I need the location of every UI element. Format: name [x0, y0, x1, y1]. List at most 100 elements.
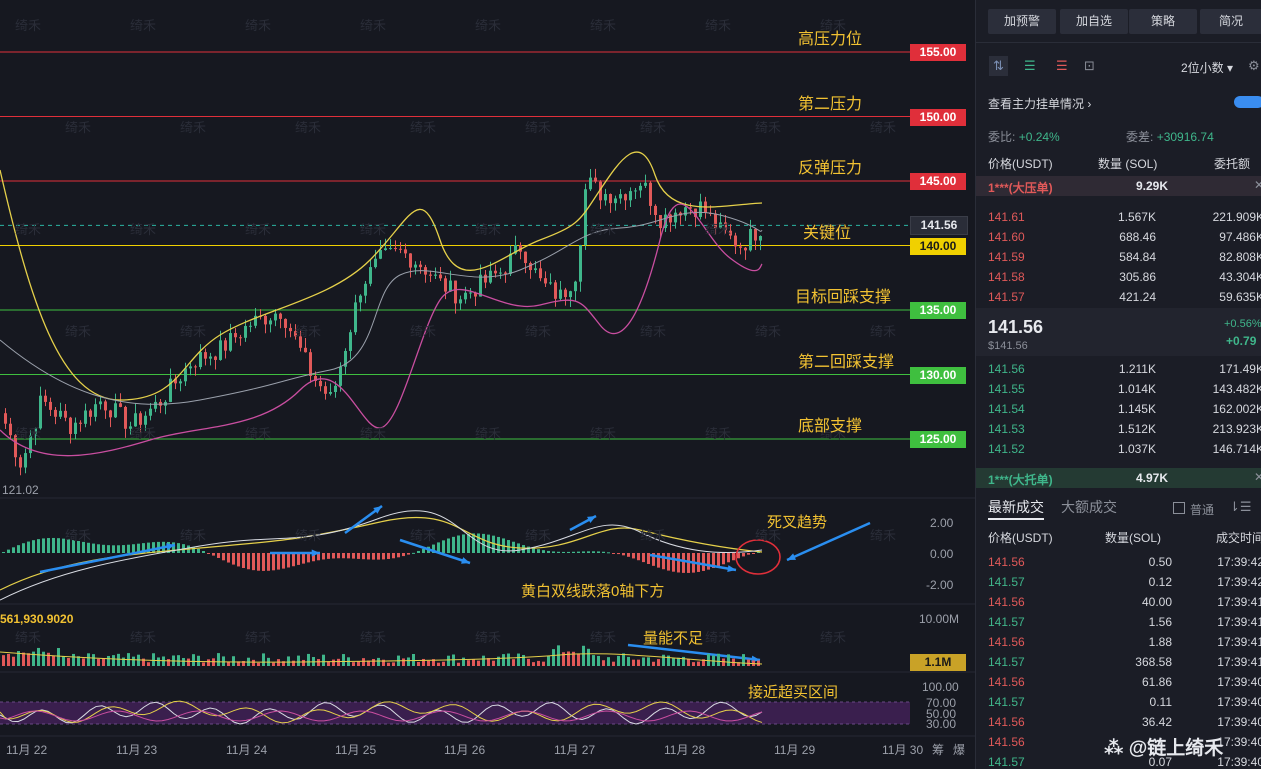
bid-row[interactable]: 141.52 1.037K 146.714K — [988, 439, 1261, 459]
cell-price: 141.57 — [988, 290, 1025, 304]
volume-bar — [167, 659, 170, 666]
big-bid-label: 1***(大托单) — [988, 473, 1053, 487]
axis-corner-chip[interactable]: 筹 — [932, 743, 945, 757]
depth-asks-icon[interactable]: ☰ — [1056, 58, 1068, 73]
volume-bar — [462, 657, 465, 666]
depth-link[interactable]: 查看主力挂单情况 › — [988, 95, 1091, 112]
ordinary-checkbox[interactable] — [1173, 502, 1185, 514]
depth-custom-icon[interactable]: ⊡ — [1084, 58, 1095, 73]
close-icon[interactable]: ✕ — [1254, 178, 1261, 192]
macd-bar — [387, 553, 390, 559]
cell-amt: 82.808K — [1219, 250, 1261, 264]
candle-body — [314, 375, 317, 381]
bid-row[interactable]: 141.54 1.145K 162.002K — [988, 399, 1261, 419]
volume-bar — [132, 656, 135, 666]
volume-bar — [197, 655, 200, 666]
tab-latest-trades[interactable]: 最新成交 — [988, 499, 1044, 515]
tab-large-trades[interactable]: 大额成交 — [1061, 499, 1117, 515]
depth-toggle[interactable] — [1234, 96, 1261, 108]
macd-bar — [272, 553, 275, 571]
trade-qty: 0.07 — [1148, 755, 1172, 769]
candlestick-chart[interactable] — [0, 0, 975, 769]
add-watchlist-button[interactable]: 加自选 — [1060, 9, 1128, 34]
bid-row[interactable]: 141.53 1.512K 213.923K — [988, 419, 1261, 439]
candle-body — [214, 356, 217, 360]
cell-amt: 146.714K — [1212, 442, 1261, 456]
chart-area[interactable]: 绮禾 绮禾 绮禾 绮禾 绮禾 绮禾 绮禾 绮禾 绮禾 绮禾 绮禾 绮禾 绮禾 绮禾 绮禾 绮禾 绮禾 绮禾 绮禾 绮禾… — [0, 0, 975, 769]
trade-col-qty[interactable]: 数量(SOL) — [1105, 531, 1162, 545]
macd-bar — [737, 553, 740, 559]
big-ask-row[interactable]: 1***(大压单) 9.29K ✕ — [976, 176, 1261, 196]
macd-bar — [732, 553, 735, 561]
macd-bar — [572, 551, 575, 553]
change-pct: +0.56% — [1224, 318, 1261, 330]
depth-both-icon[interactable]: ⇅ — [989, 56, 1008, 76]
trade-qty: 0.50 — [1148, 555, 1172, 569]
volume-bar — [582, 645, 585, 666]
volume-bar — [572, 651, 575, 666]
volume-bar — [17, 650, 20, 666]
trade-price: 141.57 — [988, 615, 1025, 629]
trade-row: 141.57 1.56 17:39:41 — [988, 612, 1261, 632]
strategy-button[interactable]: 策略 — [1129, 9, 1197, 34]
ask-row[interactable]: 141.57 421.24 59.635K — [988, 287, 1261, 307]
trade-price: 141.57 — [988, 575, 1025, 589]
candle-body — [114, 403, 117, 418]
filter-icon[interactable]: ⇂☰ — [1229, 499, 1252, 514]
level-label: 高压力位 — [798, 31, 863, 48]
axis-corner-burst[interactable]: 爆 — [953, 743, 966, 757]
macd-bar — [172, 542, 175, 553]
macd-bar — [302, 553, 305, 564]
ask-row[interactable]: 141.59 584.84 82.808K — [988, 247, 1261, 267]
candle-body — [719, 222, 722, 229]
trend-arrow — [39, 543, 176, 574]
trade-price: 141.56 — [988, 595, 1025, 609]
bid-row[interactable]: 141.56 1.211K 171.49K — [988, 359, 1261, 379]
volume-bar — [662, 654, 665, 666]
volume-bar — [107, 655, 110, 666]
rsi-line-3 — [0, 710, 763, 722]
ask-row[interactable]: 141.61 1.567K 221.909K — [988, 207, 1261, 227]
col-qty[interactable]: 数量 (SOL) — [1098, 157, 1158, 171]
macd-bar — [67, 539, 70, 553]
overview-button[interactable]: 简况 — [1200, 9, 1261, 34]
trade-row: 141.56 1.88 17:39:41 — [988, 632, 1261, 652]
candle-body — [339, 366, 342, 386]
trade-row: 141.56 61.86 17:39:40 — [988, 672, 1261, 692]
volume-bar — [747, 659, 750, 666]
depth-link-label: 查看主力挂单情况 — [988, 97, 1085, 111]
trade-qty: 1.56 — [1148, 615, 1172, 629]
volume-bar — [77, 656, 80, 666]
volume-bar — [677, 657, 680, 666]
candle-body — [289, 327, 292, 332]
volume-bar — [297, 655, 300, 666]
candle-body — [734, 235, 737, 247]
close-icon[interactable]: ✕ — [1254, 470, 1261, 484]
settings-icon[interactable]: ⚙ — [1248, 58, 1260, 73]
trend-arrow-head — [727, 565, 736, 573]
candle-body — [544, 278, 547, 284]
macd-bar — [677, 553, 680, 573]
volume-bar — [672, 657, 675, 666]
big-bid-row[interactable]: 1***(大托单) 4.97K ✕ — [976, 468, 1261, 488]
rsi-axis-100: 100.00 — [922, 680, 959, 694]
low-price-label: 121.02 — [2, 483, 39, 497]
macd-bar — [42, 538, 45, 553]
trade-price: 141.57 — [988, 655, 1025, 669]
ask-row[interactable]: 141.58 305.86 43.304K — [988, 267, 1261, 287]
candle-body — [119, 403, 122, 407]
candle-body — [249, 325, 252, 327]
col-amount[interactable]: 委托额 — [1214, 157, 1251, 171]
col-price: 价格(USDT) — [988, 157, 1053, 171]
volume-bar — [417, 661, 420, 666]
ask-row[interactable]: 141.60 688.46 97.486K — [988, 227, 1261, 247]
macd-bar — [532, 547, 535, 553]
add-alert-button[interactable]: 加预警 — [988, 9, 1056, 34]
cell-price: 141.56 — [988, 362, 1025, 376]
macd-bar — [192, 547, 195, 553]
decimal-select[interactable]: 2位小数 ▾ — [1181, 59, 1233, 76]
depth-bids-icon[interactable]: ☰ — [1024, 58, 1036, 73]
bid-row[interactable]: 141.55 1.014K 143.482K — [988, 379, 1261, 399]
volume-bar — [192, 654, 195, 666]
candle-body — [514, 245, 517, 254]
